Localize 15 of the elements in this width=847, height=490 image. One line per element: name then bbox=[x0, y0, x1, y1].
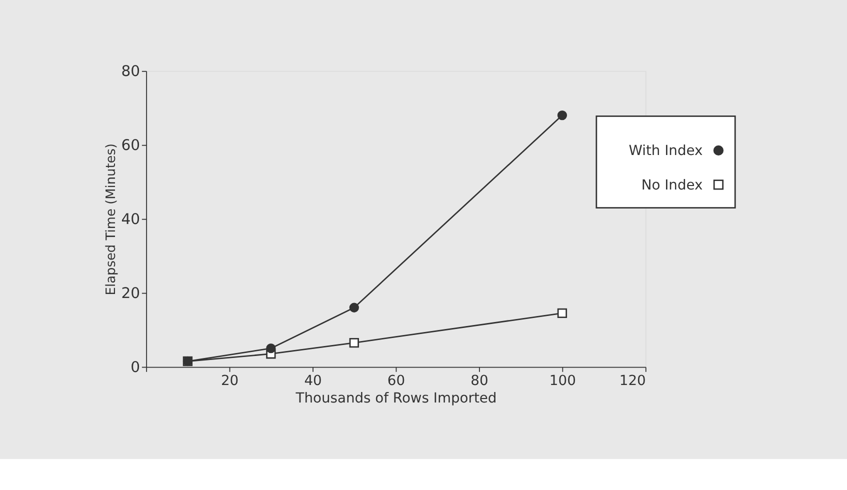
x-tick-label: 60 bbox=[387, 372, 406, 389]
x-axis-title: Thousands of Rows Imported bbox=[294, 390, 497, 406]
x-tick-label: 80 bbox=[470, 372, 488, 389]
y-tick-label: 60 bbox=[121, 136, 140, 154]
x-tick-label: 100 bbox=[549, 372, 576, 389]
y-axis-title: Elapsed Time (Minutes) bbox=[104, 143, 119, 296]
y-tick-label: 80 bbox=[121, 63, 140, 80]
x-tick-label: 40 bbox=[304, 372, 322, 389]
x-tick-label: 120 bbox=[619, 372, 646, 389]
y-tick-label: 40 bbox=[121, 210, 140, 228]
y-tick-label: 20 bbox=[121, 284, 140, 302]
x-tick-label: 20 bbox=[220, 372, 239, 389]
y-tick-label: 0 bbox=[130, 358, 140, 376]
legend-label: With Index bbox=[628, 143, 703, 160]
legend-label: No Index bbox=[641, 177, 703, 194]
